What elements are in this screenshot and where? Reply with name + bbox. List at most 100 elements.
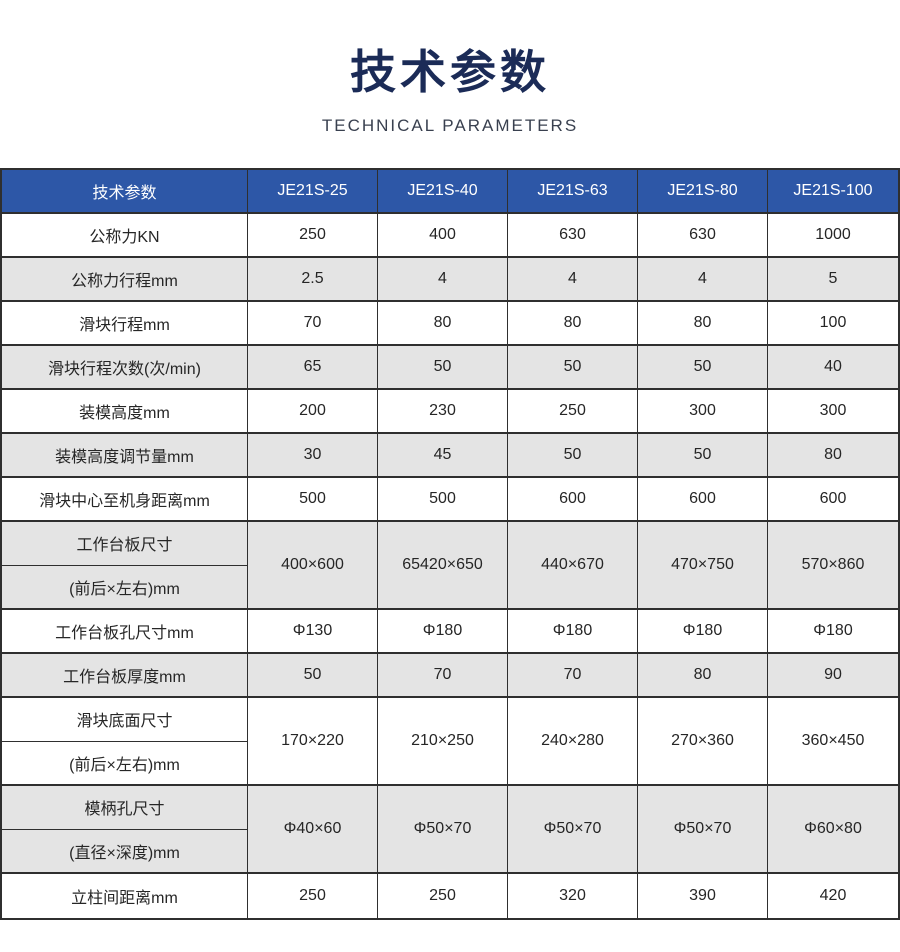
value-cell: 5 bbox=[828, 270, 838, 287]
value-cell: 50 bbox=[378, 346, 508, 388]
header-cell-model-3: JE21S-63 bbox=[508, 170, 638, 212]
value-cell: Φ50×70 bbox=[508, 786, 638, 872]
row-label: 公称力KN bbox=[2, 214, 248, 256]
header-cell-model-5: JE21S-100 bbox=[793, 182, 873, 199]
table-row-slide-stroke: 滑块行程mm 70 80 80 80 100 bbox=[2, 302, 898, 346]
value-cell: 4 bbox=[508, 258, 638, 300]
value-cell: 500 bbox=[378, 478, 508, 520]
value-cell: 420 bbox=[819, 887, 847, 904]
value-cell: Φ50×70 bbox=[638, 786, 768, 872]
row-label-top: 模柄孔尺寸 bbox=[2, 786, 247, 830]
table-row-worktable-thickness: 工作台板厚度mm 50 70 70 80 90 bbox=[2, 654, 898, 698]
value-cell: 30 bbox=[248, 434, 378, 476]
row-label: 滑块行程次数(次/min) bbox=[2, 346, 248, 388]
value-cell: 65 bbox=[248, 346, 378, 388]
row-label: 模柄孔尺寸 (直径×深度)mm bbox=[2, 786, 248, 872]
row-label: 工作台板孔尺寸mm bbox=[2, 610, 248, 652]
value-cell: 4 bbox=[378, 258, 508, 300]
table-row-worktable-size: 工作台板尺寸 (前后×左右)mm 400×600 65420×650 440×6… bbox=[2, 522, 898, 610]
value-cell: 390 bbox=[638, 874, 768, 918]
value-cell: 570×860 bbox=[801, 556, 865, 573]
row-label: 滑块中心至机身距离mm bbox=[2, 478, 248, 520]
value-cell: 80 bbox=[638, 302, 768, 344]
row-label: 立柱间距离mm bbox=[2, 874, 248, 918]
value-cell: 80 bbox=[824, 446, 842, 463]
value-cell: 470×750 bbox=[638, 522, 768, 608]
table-row-nominal-force-stroke: 公称力行程mm 2.5 4 4 4 5 bbox=[2, 258, 898, 302]
value-cell: 400 bbox=[378, 214, 508, 256]
row-label-bottom: (前后×左右)mm bbox=[69, 580, 180, 598]
value-cell: 210×250 bbox=[378, 698, 508, 784]
value-cell: 300 bbox=[638, 390, 768, 432]
value-cell: 40 bbox=[824, 358, 842, 375]
value-cell: 70 bbox=[248, 302, 378, 344]
value-cell: 360×450 bbox=[801, 732, 865, 749]
value-cell: 45 bbox=[378, 434, 508, 476]
table-row-die-height: 装模高度mm 200 230 250 300 300 bbox=[2, 390, 898, 434]
value-cell: 4 bbox=[638, 258, 768, 300]
row-label: 装模高度调节量mm bbox=[2, 434, 248, 476]
value-cell: Φ40×60 bbox=[248, 786, 378, 872]
title-block: 技术参数 TECHNICAL PARAMETERS bbox=[0, 0, 900, 136]
value-cell: 250 bbox=[248, 214, 378, 256]
value-cell: 600 bbox=[819, 490, 847, 507]
table-row-column-distance: 立柱间距离mm 250 250 320 390 420 bbox=[2, 874, 898, 918]
value-cell: Φ60×80 bbox=[804, 820, 862, 837]
value-cell: 90 bbox=[824, 666, 842, 683]
table-row-die-shank-hole-size: 模柄孔尺寸 (直径×深度)mm Φ40×60 Φ50×70 Φ50×70 Φ50… bbox=[2, 786, 898, 874]
value-cell: 270×360 bbox=[638, 698, 768, 784]
header-cell-model-2: JE21S-40 bbox=[378, 170, 508, 212]
value-cell: 440×670 bbox=[508, 522, 638, 608]
value-cell: 50 bbox=[508, 434, 638, 476]
value-cell: 50 bbox=[638, 346, 768, 388]
row-label-bottom: (直径×深度)mm bbox=[69, 844, 180, 862]
technical-parameters-table: 技术参数 JE21S-25 JE21S-40 JE21S-63 JE21S-80… bbox=[0, 168, 900, 920]
value-cell: 600 bbox=[508, 478, 638, 520]
row-label: 工作台板尺寸 (前后×左右)mm bbox=[2, 522, 248, 608]
value-cell: 320 bbox=[508, 874, 638, 918]
row-label-top: 工作台板尺寸 bbox=[2, 522, 247, 566]
value-cell: 80 bbox=[508, 302, 638, 344]
value-cell: 400×600 bbox=[248, 522, 378, 608]
value-cell: Φ180 bbox=[378, 610, 508, 652]
value-cell: 230 bbox=[378, 390, 508, 432]
value-cell: 65420×650 bbox=[378, 522, 508, 608]
row-label-bottom: (前后×左右)mm bbox=[69, 756, 180, 774]
value-cell: 50 bbox=[248, 654, 378, 696]
value-cell: 250 bbox=[508, 390, 638, 432]
header-cell-model-1: JE21S-25 bbox=[248, 170, 378, 212]
table-row-nominal-force: 公称力KN 250 400 630 630 1000 bbox=[2, 214, 898, 258]
row-label: 滑块底面尺寸 (前后×左右)mm bbox=[2, 698, 248, 784]
page-title: 技术参数 bbox=[350, 46, 550, 98]
value-cell: Φ180 bbox=[508, 610, 638, 652]
value-cell: 300 bbox=[819, 402, 847, 419]
table-row-slide-center-to-frame: 滑块中心至机身距离mm 500 500 600 600 600 bbox=[2, 478, 898, 522]
header-cell-params: 技术参数 bbox=[2, 170, 248, 212]
table-header-row: 技术参数 JE21S-25 JE21S-40 JE21S-63 JE21S-80… bbox=[2, 170, 898, 214]
value-cell: 50 bbox=[508, 346, 638, 388]
value-cell: 80 bbox=[638, 654, 768, 696]
table-row-die-height-adjustment: 装模高度调节量mm 30 45 50 50 80 bbox=[2, 434, 898, 478]
value-cell: 240×280 bbox=[508, 698, 638, 784]
row-label: 滑块行程mm bbox=[2, 302, 248, 344]
value-cell: 80 bbox=[378, 302, 508, 344]
value-cell: 250 bbox=[248, 874, 378, 918]
value-cell: 170×220 bbox=[248, 698, 378, 784]
value-cell: 200 bbox=[248, 390, 378, 432]
row-label: 装模高度mm bbox=[2, 390, 248, 432]
value-cell: 2.5 bbox=[248, 258, 378, 300]
row-label: 公称力行程mm bbox=[2, 258, 248, 300]
value-cell: Φ130 bbox=[248, 610, 378, 652]
table-row-slide-bottom-size: 滑块底面尺寸 (前后×左右)mm 170×220 210×250 240×280… bbox=[2, 698, 898, 786]
value-cell: 630 bbox=[508, 214, 638, 256]
value-cell: 70 bbox=[508, 654, 638, 696]
value-cell: 600 bbox=[638, 478, 768, 520]
value-cell: 500 bbox=[248, 478, 378, 520]
value-cell: Φ50×70 bbox=[378, 786, 508, 872]
value-cell: 1000 bbox=[815, 226, 851, 243]
value-cell: 50 bbox=[638, 434, 768, 476]
value-cell: Φ180 bbox=[638, 610, 768, 652]
value-cell: 250 bbox=[378, 874, 508, 918]
table-row-strokes-per-min: 滑块行程次数(次/min) 65 50 50 50 40 bbox=[2, 346, 898, 390]
row-label: 工作台板厚度mm bbox=[2, 654, 248, 696]
